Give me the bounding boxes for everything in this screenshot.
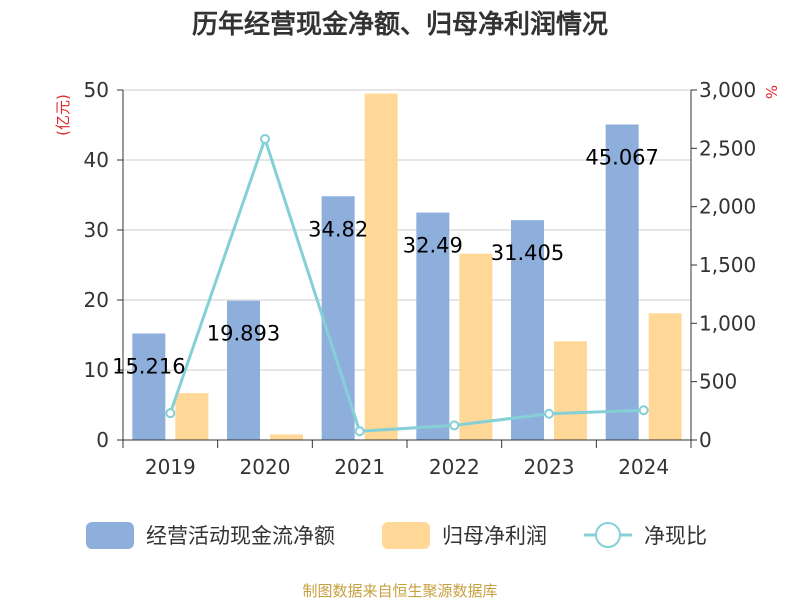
legend-swatch — [86, 522, 134, 549]
legend-label: 净现比 — [644, 524, 707, 548]
bar-net-profit — [554, 341, 587, 440]
y-left-unit: (亿元) — [54, 94, 72, 136]
x-tick-label: 2020 — [240, 455, 291, 479]
x-tick-label: 2021 — [334, 455, 385, 479]
bar-net-profit — [364, 93, 398, 440]
bar-cashflow — [605, 124, 639, 440]
bar-data-label: 45.067 — [585, 146, 658, 170]
x-tick-label: 2019 — [145, 455, 196, 479]
ratio-point — [449, 420, 460, 431]
y-left-tick-label: 10 — [84, 358, 109, 382]
bar-data-label: 15.216 — [112, 354, 185, 378]
legend-swatch — [382, 522, 430, 549]
y-left-tick-label: 40 — [84, 148, 109, 172]
chart-title: 历年经营现金净额、归母净利润情况 — [192, 9, 608, 40]
bar-net-profit — [648, 313, 682, 440]
source-note: 制图数据来自恒生聚源数据库 — [302, 582, 497, 600]
bar-data-label: 19.893 — [207, 322, 280, 346]
legend-label: 归母净利润 — [442, 524, 547, 548]
y-left-tick-label: 20 — [84, 288, 109, 312]
bar-cashflow — [132, 333, 166, 440]
axes: 0102030405005001,0001,5002,0002,5003,000… — [84, 78, 757, 479]
x-tick-label: 2022 — [429, 455, 480, 479]
bars — [132, 93, 682, 440]
x-tick-label: 2024 — [618, 455, 669, 479]
ratio-point — [544, 408, 554, 419]
y-right-unit: % — [762, 85, 780, 99]
ratio-point — [638, 405, 649, 416]
bar-data-label: 32.49 — [403, 234, 463, 258]
legend-label: 经营活动现金流净额 — [146, 524, 335, 548]
bar-net-profit — [459, 253, 493, 440]
ratio-point — [354, 426, 365, 437]
y-left-tick-label: 50 — [84, 78, 109, 102]
legend-marker — [595, 522, 621, 548]
y-right-tick-label: 2,500 — [699, 136, 756, 160]
x-tick-label: 2023 — [524, 455, 575, 479]
y-right-tick-label: 2,000 — [699, 195, 756, 219]
y-right-tick-label: 0 — [699, 428, 712, 452]
bar-data-label: 34.82 — [308, 217, 368, 241]
ratio-line-path — [168, 137, 644, 433]
bar-net-profit — [270, 434, 303, 440]
bar-cashflow — [227, 300, 260, 440]
data-labels: 15.216 19.893 34.82 32.49 31.405 45.067 — [112, 146, 659, 379]
ratio-point — [260, 134, 270, 144]
bar-data-label: 31.405 — [491, 241, 564, 265]
ratio-point — [165, 408, 176, 419]
y-right-tick-label: 500 — [699, 370, 737, 394]
bar-cashflow — [416, 212, 450, 440]
y-left-tick-label: 0 — [96, 428, 109, 452]
bar-net-profit — [175, 393, 209, 440]
y-left-tick-label: 30 — [84, 218, 109, 242]
bar-cashflow — [511, 220, 544, 440]
y-right-tick-label: 1,500 — [699, 253, 756, 277]
legend: 经营活动现金流净额 归母净利润 净现比 — [86, 522, 707, 549]
ratio-line — [165, 134, 649, 437]
y-right-tick-label: 3,000 — [699, 78, 756, 102]
y-right-tick-label: 1,000 — [699, 311, 756, 335]
